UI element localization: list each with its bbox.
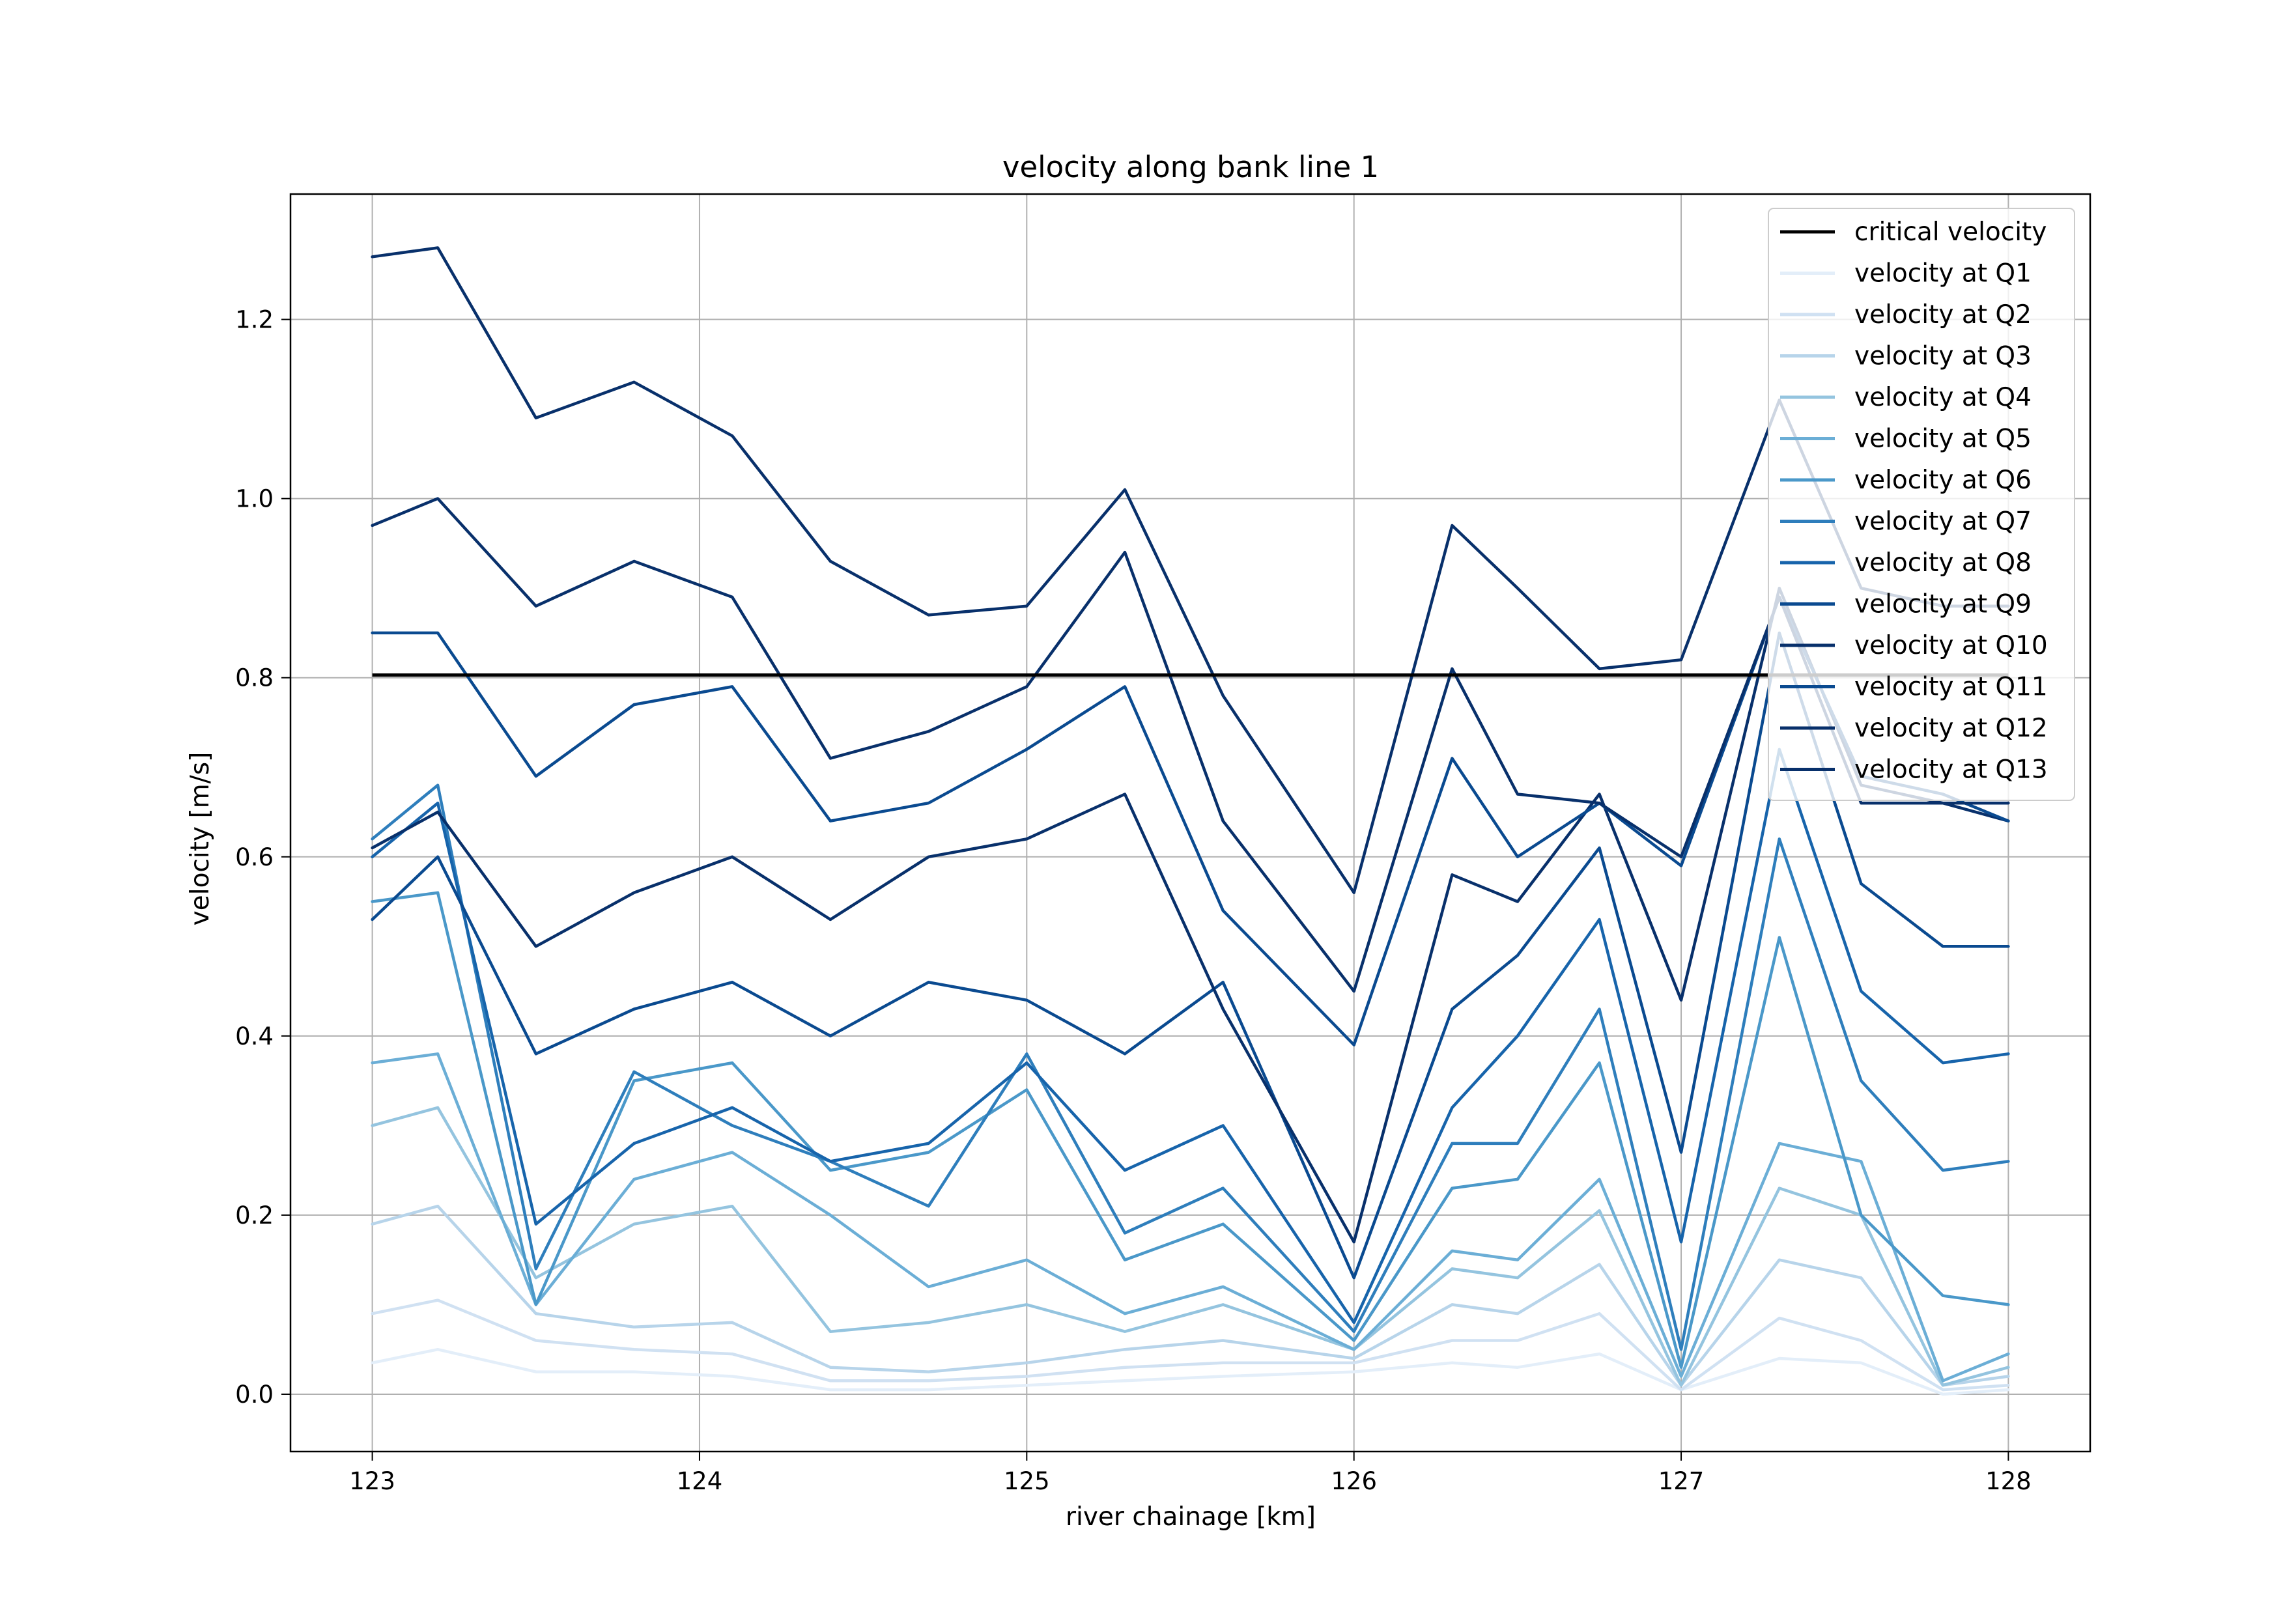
y-tick-label: 0.8	[235, 664, 274, 692]
legend-entry-label: velocity at Q8	[1854, 548, 2032, 578]
plot-frame	[289, 193, 2091, 1453]
x-axis-label: river chainage [km]	[1066, 1502, 1316, 1532]
legend-entry-label: velocity at Q3	[1854, 342, 2032, 371]
series-line-q3	[371, 1204, 2010, 1387]
legend: critical velocity velocity at Q1 velocity …	[1768, 208, 2075, 801]
series-line-q7	[371, 783, 2010, 1351]
series-line-q2	[371, 1299, 2010, 1392]
legend-entry-label: velocity at Q11	[1854, 673, 2048, 702]
series-line-q5	[371, 1052, 2010, 1383]
chart-title: velocity along bank line 1	[1002, 150, 1379, 184]
legend-entry-label: velocity at Q10	[1854, 631, 2048, 660]
legend-entry-label: critical velocity	[1854, 218, 2047, 247]
y-tick-label: 1.0	[235, 485, 274, 513]
x-tick-label: 123	[349, 1467, 395, 1495]
legend-entry-label: velocity at Q1	[1854, 259, 2032, 288]
legend-entry-label: velocity at Q5	[1854, 425, 2032, 454]
x-tick-label: 125	[1004, 1467, 1050, 1495]
y-tick-label: 0.4	[235, 1022, 274, 1050]
x-tick-label: 127	[1658, 1467, 1705, 1495]
x-tick-label: 128	[1985, 1467, 2032, 1495]
legend-entry-label: velocity at Q13	[1854, 755, 2048, 785]
y-tick-label: 1.2	[235, 306, 274, 334]
x-tick-label: 124	[677, 1467, 723, 1495]
y-tick-label: 0.2	[235, 1201, 274, 1229]
series-line-q6	[371, 891, 2010, 1369]
legend-entry-label: velocity at Q4	[1854, 383, 2032, 412]
y-axis-label: velocity [m/s]	[186, 752, 215, 926]
legend-frame	[1768, 208, 2075, 801]
series-line-q1	[371, 1347, 2010, 1396]
legend-entry-label: velocity at Q9	[1854, 590, 2032, 619]
y-tick-label: 0.0	[235, 1381, 274, 1409]
series-line-q4	[371, 1106, 2010, 1387]
y-tick-label: 0.6	[235, 843, 274, 871]
legend-entry-label: velocity at Q12	[1854, 714, 2048, 743]
legend-entry-label: velocity at Q2	[1854, 300, 2032, 330]
legend-entry-label: velocity at Q7	[1854, 507, 2032, 537]
x-tick-label: 126	[1331, 1467, 1377, 1495]
legend-entry-label: velocity at Q6	[1854, 466, 2032, 495]
axes: 123 124 125 126 127 128 0.0 0.2 0.4 0.6 0.8 1.0 1.2	[235, 193, 2091, 1495]
